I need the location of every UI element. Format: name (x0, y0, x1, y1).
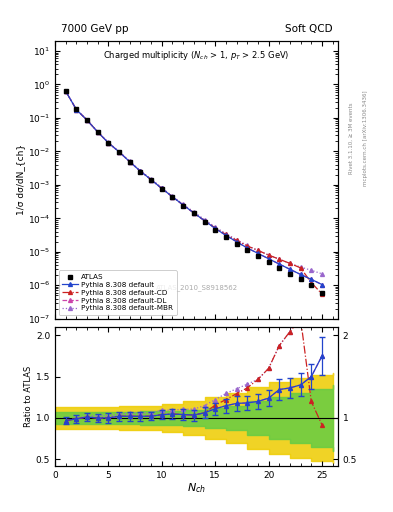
Text: ATLAS_2010_S8918562: ATLAS_2010_S8918562 (156, 284, 237, 291)
Text: Charged multiplicity ($N_{ch}$ > 1, $p_T$ > 2.5 GeV): Charged multiplicity ($N_{ch}$ > 1, $p_T… (103, 49, 290, 62)
Text: 7000 GeV pp: 7000 GeV pp (61, 24, 128, 34)
Text: Rivet 3.1.10, ≥ 3M events: Rivet 3.1.10, ≥ 3M events (349, 102, 354, 174)
X-axis label: $N_{ch}$: $N_{ch}$ (187, 481, 206, 495)
Legend: ATLAS, Pythia 8.308 default, Pythia 8.308 default-CD, Pythia 8.308 default-DL, P: ATLAS, Pythia 8.308 default, Pythia 8.30… (59, 270, 176, 315)
Y-axis label: Ratio to ATLAS: Ratio to ATLAS (24, 366, 33, 427)
Text: Soft QCD: Soft QCD (285, 24, 332, 34)
Text: mcplots.cern.ch [arXiv:1306.3436]: mcplots.cern.ch [arXiv:1306.3436] (363, 91, 368, 186)
Y-axis label: 1/σ dσ/dN_{ch}: 1/σ dσ/dN_{ch} (16, 144, 25, 216)
